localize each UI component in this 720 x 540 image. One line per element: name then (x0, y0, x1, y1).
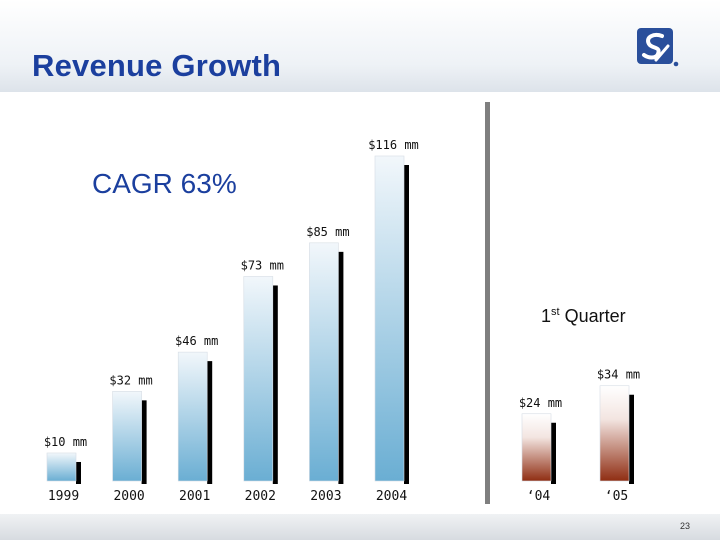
quarter-category-label-1: ‘05 (605, 489, 628, 504)
quarter-value-label-1: $34 mm (597, 368, 640, 382)
quarter-number: 1 (541, 306, 552, 326)
slide-header (0, 0, 720, 92)
quarter-value-label-0: $24 mm (519, 396, 562, 410)
annual-value-label-2: $46 mm (175, 334, 218, 348)
annual-category-label-5: 2004 (376, 489, 407, 504)
quarter-label: 1st Quarter (541, 306, 626, 327)
annual-category-label-1: 2000 (113, 489, 144, 504)
quarter-bar-shadow-1 (629, 394, 634, 484)
quarter-bar-1 (599, 385, 630, 482)
period-divider (485, 102, 490, 504)
annual-bar-2 (177, 351, 208, 482)
annual-bar-shadow-2 (207, 361, 213, 484)
page-title: Revenue Growth (32, 48, 282, 83)
annual-category-label-0: 1999 (48, 489, 79, 504)
annual-bar-shadow-0 (76, 461, 81, 484)
annual-bar-5 (374, 155, 405, 482)
annual-value-label-5: $116 mm (368, 138, 419, 152)
annual-value-label-0: $10 mm (44, 435, 87, 449)
annual-category-label-4: 2003 (310, 489, 341, 504)
annual-bar-shadow-1 (141, 400, 147, 484)
annual-category-label-2: 2001 (179, 489, 210, 504)
annual-bar-shadow-5 (404, 165, 409, 484)
annual-bar-shadow-4 (338, 251, 344, 484)
annual-category-label-3: 2002 (245, 489, 276, 504)
quarter-bar-shadow-0 (551, 422, 556, 484)
cagr-annotation: CAGR 63% (92, 168, 237, 199)
page-number: 23 (679, 521, 690, 531)
annual-bar-1 (112, 391, 142, 482)
quarter-bar-0 (521, 413, 552, 482)
quarter-suffix: st (551, 306, 560, 318)
slide-footer: 23 (0, 514, 720, 540)
s2-logo-icon (637, 28, 679, 67)
annual-value-label-1: $32 mm (109, 373, 152, 387)
annual-bar-0 (46, 452, 77, 482)
annual-bar-shadow-3 (272, 285, 278, 484)
quarter-word: Quarter (564, 306, 626, 326)
quarter-category-label-0: ‘04 (527, 489, 551, 504)
annual-bar-3 (243, 276, 274, 482)
annual-value-label-4: $85 mm (306, 225, 349, 239)
annual-value-label-3: $73 mm (241, 258, 284, 272)
annual-bar-4 (309, 242, 339, 482)
